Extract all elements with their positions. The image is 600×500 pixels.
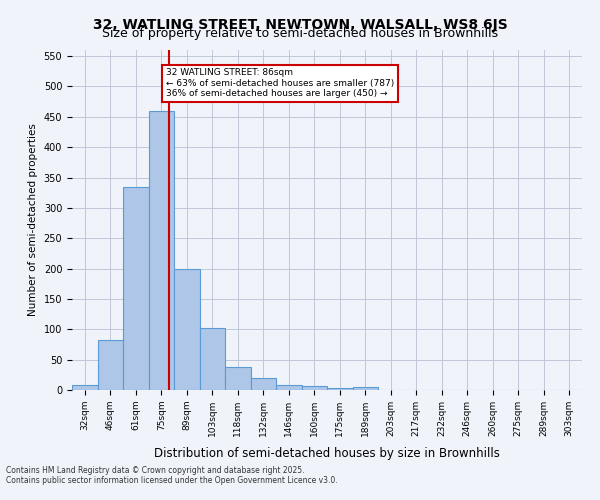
Bar: [251, 378, 276, 390]
Bar: [353, 387, 378, 390]
X-axis label: Distribution of semi-detached houses by size in Brownhills: Distribution of semi-detached houses by …: [154, 447, 500, 460]
Bar: [199, 328, 225, 390]
Bar: [72, 385, 97, 390]
Bar: [174, 268, 199, 390]
Text: 32 WATLING STREET: 86sqm
← 63% of semi-detached houses are smaller (787)
36% of : 32 WATLING STREET: 86sqm ← 63% of semi-d…: [166, 68, 394, 98]
Bar: [149, 110, 174, 390]
Y-axis label: Number of semi-detached properties: Number of semi-detached properties: [28, 124, 38, 316]
Text: Contains HM Land Registry data © Crown copyright and database right 2025.
Contai: Contains HM Land Registry data © Crown c…: [6, 466, 338, 485]
Text: Size of property relative to semi-detached houses in Brownhills: Size of property relative to semi-detach…: [102, 28, 498, 40]
Text: 32, WATLING STREET, NEWTOWN, WALSALL, WS8 6JS: 32, WATLING STREET, NEWTOWN, WALSALL, WS…: [92, 18, 508, 32]
Bar: [276, 385, 302, 390]
Bar: [225, 367, 251, 390]
Bar: [302, 386, 327, 390]
Bar: [327, 388, 353, 390]
Bar: [97, 340, 123, 390]
Bar: [123, 186, 149, 390]
